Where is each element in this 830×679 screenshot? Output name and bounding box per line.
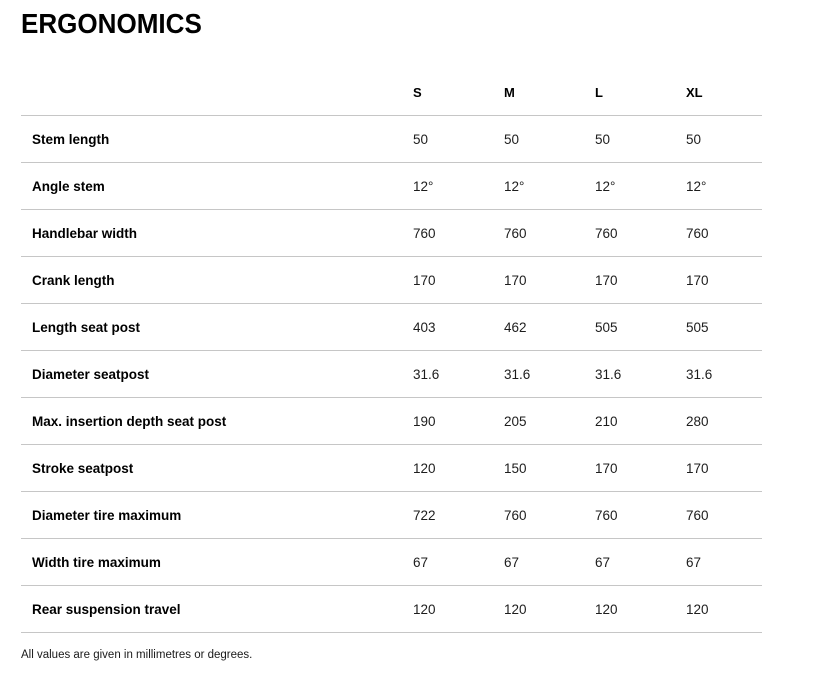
column-header-xl: XL bbox=[686, 70, 762, 116]
spec-value: 150 bbox=[504, 444, 595, 492]
spec-value: 505 bbox=[686, 303, 762, 351]
spec-value: 205 bbox=[504, 397, 595, 445]
spec-label-header bbox=[21, 70, 413, 116]
spec-row-label: Diameter tire maximum bbox=[21, 491, 413, 539]
ergonomics-section: ERGONOMICS S M L XL Stem length 50 50 50… bbox=[21, 8, 762, 661]
units-footnote: All values are given in millimetres or d… bbox=[21, 649, 253, 661]
spec-value: 760 bbox=[504, 209, 595, 257]
spec-row-label: Rear suspension travel bbox=[21, 585, 413, 633]
spec-value: 170 bbox=[686, 256, 762, 304]
column-header-l: L bbox=[595, 70, 686, 116]
column-header-s: S bbox=[413, 70, 504, 116]
spec-value: 120 bbox=[504, 585, 595, 633]
section-title: ERGONOMICS bbox=[21, 8, 202, 39]
ergonomics-table: S M L XL Stem length 50 50 50 50 Angle s… bbox=[21, 70, 762, 633]
spec-value: 760 bbox=[413, 209, 504, 257]
spec-value: 67 bbox=[686, 538, 762, 586]
spec-value: 210 bbox=[595, 397, 686, 445]
spec-value: 50 bbox=[595, 115, 686, 163]
spec-value: 120 bbox=[595, 585, 686, 633]
spec-row-label: Max. insertion depth seat post bbox=[21, 397, 413, 445]
spec-value: 170 bbox=[686, 444, 762, 492]
table-header-row: S M L XL bbox=[21, 70, 762, 116]
spec-value: 12° bbox=[686, 162, 762, 210]
spec-value: 31.6 bbox=[413, 350, 504, 398]
spec-value: 170 bbox=[413, 256, 504, 304]
spec-value: 760 bbox=[504, 491, 595, 539]
table-row: Width tire maximum 67 67 67 67 bbox=[21, 538, 762, 586]
table-row: Angle stem 12° 12° 12° 12° bbox=[21, 162, 762, 210]
spec-value: 760 bbox=[686, 491, 762, 539]
spec-row-label: Diameter seatpost bbox=[21, 350, 413, 398]
spec-value: 67 bbox=[504, 538, 595, 586]
spec-value: 760 bbox=[595, 491, 686, 539]
table-row: Length seat post 403 462 505 505 bbox=[21, 303, 762, 351]
spec-value: 760 bbox=[595, 209, 686, 257]
spec-row-label: Crank length bbox=[21, 256, 413, 304]
spec-value: 50 bbox=[686, 115, 762, 163]
spec-value: 12° bbox=[504, 162, 595, 210]
spec-row-label: Angle stem bbox=[21, 162, 413, 210]
spec-value: 50 bbox=[504, 115, 595, 163]
table-row: Diameter tire maximum 722 760 760 760 bbox=[21, 491, 762, 539]
table-row: Stroke seatpost 120 150 170 170 bbox=[21, 444, 762, 492]
spec-value: 170 bbox=[504, 256, 595, 304]
spec-row-label: Stroke seatpost bbox=[21, 444, 413, 492]
spec-value: 50 bbox=[413, 115, 504, 163]
spec-row-label: Stem length bbox=[21, 115, 413, 163]
spec-value: 12° bbox=[413, 162, 504, 210]
spec-value: 67 bbox=[413, 538, 504, 586]
spec-value: 31.6 bbox=[595, 350, 686, 398]
table-row: Diameter seatpost 31.6 31.6 31.6 31.6 bbox=[21, 350, 762, 398]
spec-value: 31.6 bbox=[504, 350, 595, 398]
spec-row-label: Width tire maximum bbox=[21, 538, 413, 586]
table-row: Max. insertion depth seat post 190 205 2… bbox=[21, 397, 762, 445]
spec-value: 67 bbox=[595, 538, 686, 586]
spec-value: 505 bbox=[595, 303, 686, 351]
spec-value: 31.6 bbox=[686, 350, 762, 398]
spec-value: 120 bbox=[686, 585, 762, 633]
column-header-m: M bbox=[504, 70, 595, 116]
table-row: Handlebar width 760 760 760 760 bbox=[21, 209, 762, 257]
table-row: Stem length 50 50 50 50 bbox=[21, 115, 762, 163]
spec-value: 722 bbox=[413, 491, 504, 539]
spec-value: 403 bbox=[413, 303, 504, 351]
spec-value: 120 bbox=[413, 585, 504, 633]
spec-value: 760 bbox=[686, 209, 762, 257]
spec-value: 462 bbox=[504, 303, 595, 351]
table-row: Crank length 170 170 170 170 bbox=[21, 256, 762, 304]
spec-value: 170 bbox=[595, 256, 686, 304]
table-row: Rear suspension travel 120 120 120 120 bbox=[21, 585, 762, 633]
spec-value: 12° bbox=[595, 162, 686, 210]
spec-row-label: Length seat post bbox=[21, 303, 413, 351]
spec-value: 280 bbox=[686, 397, 762, 445]
spec-table-body: Stem length 50 50 50 50 Angle stem 12° 1… bbox=[21, 115, 762, 633]
spec-value: 190 bbox=[413, 397, 504, 445]
spec-value: 120 bbox=[413, 444, 504, 492]
spec-value: 170 bbox=[595, 444, 686, 492]
spec-row-label: Handlebar width bbox=[21, 209, 413, 257]
